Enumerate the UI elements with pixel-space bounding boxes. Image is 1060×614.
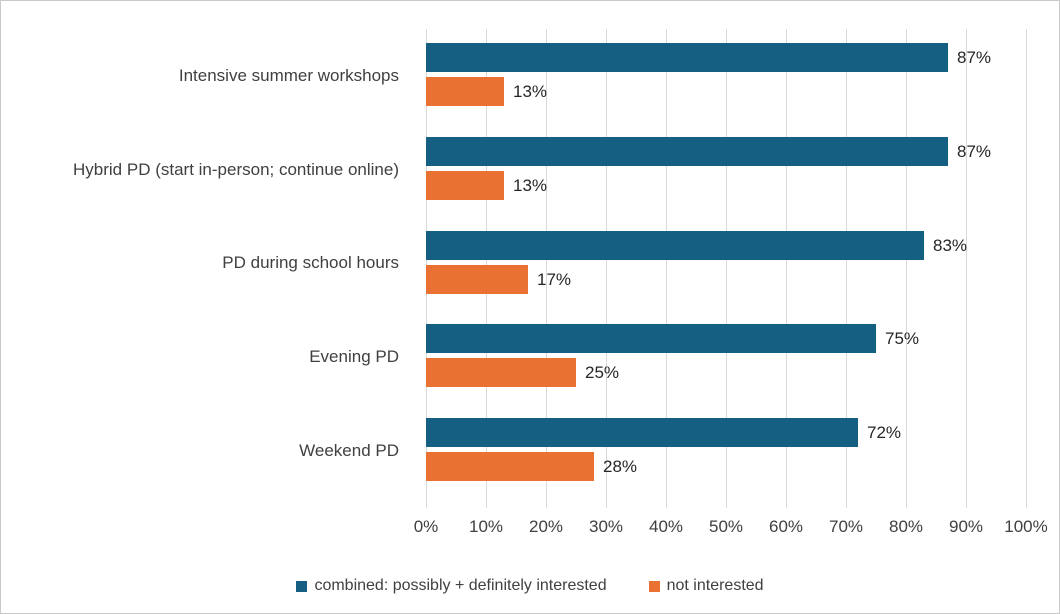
bar-value-label: 87%: [957, 48, 992, 67]
x-tick-label: 90%: [948, 517, 984, 536]
bar-value-label: 17%: [537, 269, 572, 289]
bar: [426, 452, 594, 482]
bar-value-label: 75%: [885, 329, 920, 349]
x-tick-label: 40%: [648, 517, 684, 536]
category-label: Evening PD: [309, 347, 399, 367]
bar-value-label: 28%: [603, 457, 638, 477]
x-tick-label: 50%: [708, 517, 744, 536]
x-tick-label: 80%: [888, 517, 924, 536]
bar-value-label: 87%: [957, 141, 992, 161]
legend: combined: possibly + definitely interest…: [1, 571, 1059, 601]
x-tick-label: 30%: [588, 517, 624, 536]
bar: [426, 418, 858, 448]
bar: [426, 264, 528, 294]
gridline: [786, 29, 787, 498]
tick-mark: [726, 498, 727, 508]
gridline: [726, 29, 727, 498]
category-label: PD during school hours: [222, 253, 399, 273]
gridline: [666, 29, 667, 498]
gridline: [966, 29, 967, 498]
bar: [426, 230, 924, 260]
category-label: Hybrid PD (start in-person; continue onl…: [73, 159, 399, 179]
legend-item: combined: possibly + definitely interest…: [296, 577, 607, 595]
x-axis: 0% 10% 20% 30% 40% 50% 60% 70% 80% 90% 100%: [1, 513, 1059, 541]
legend-label: not interested: [666, 577, 764, 594]
gridline: [846, 29, 847, 498]
legend-item: not interested: [648, 577, 764, 595]
bar-value-label: 13%: [513, 175, 548, 195]
category-axis: Intensive summer workshops Hybrid PD (sta…: [1, 29, 413, 498]
gridline: [1026, 29, 1027, 498]
gridline: [906, 29, 907, 498]
tick-mark: [546, 498, 547, 508]
gridline: [606, 29, 607, 498]
x-tick-label: 100%: [1004, 517, 1048, 536]
bar: [426, 358, 576, 388]
tick-mark: [426, 498, 427, 508]
bar-value-label: 25%: [585, 363, 620, 383]
gridline: [486, 29, 487, 498]
bar: [426, 77, 504, 106]
bar: [426, 136, 948, 166]
tick-mark: [666, 498, 667, 508]
category-label: Intensive summer workshops: [178, 65, 399, 85]
legend-label: combined: possibly + definitely interest…: [314, 577, 607, 594]
tick-mark: [846, 498, 847, 508]
tick-mark: [906, 498, 907, 508]
x-tick-label: 60%: [768, 517, 804, 536]
gridline: [426, 29, 427, 498]
gridline: [546, 29, 547, 498]
tick-mark: [606, 498, 607, 508]
bar: [426, 43, 948, 72]
legend-swatch: [296, 580, 308, 592]
tick-mark: [966, 498, 967, 508]
tick-mark: [1026, 498, 1027, 508]
bar: [426, 324, 876, 354]
x-tick-label: 20%: [528, 517, 564, 536]
bar: [426, 170, 504, 200]
legend-swatch: [648, 580, 660, 592]
bar-value-label: 72%: [867, 423, 902, 443]
bar-value-label: 83%: [933, 235, 968, 255]
x-tick-label: 0%: [413, 517, 439, 536]
plot-area: 87% 13% 87% 13% 83% 17% 75% 25% 72% 28%: [426, 29, 1027, 498]
x-tick-label: 70%: [828, 517, 864, 536]
tick-mark: [486, 498, 487, 508]
category-label: Weekend PD: [299, 441, 399, 461]
x-tick-label: 10%: [468, 517, 504, 536]
bar-value-label: 13%: [513, 82, 548, 101]
tick-mark: [786, 498, 787, 508]
